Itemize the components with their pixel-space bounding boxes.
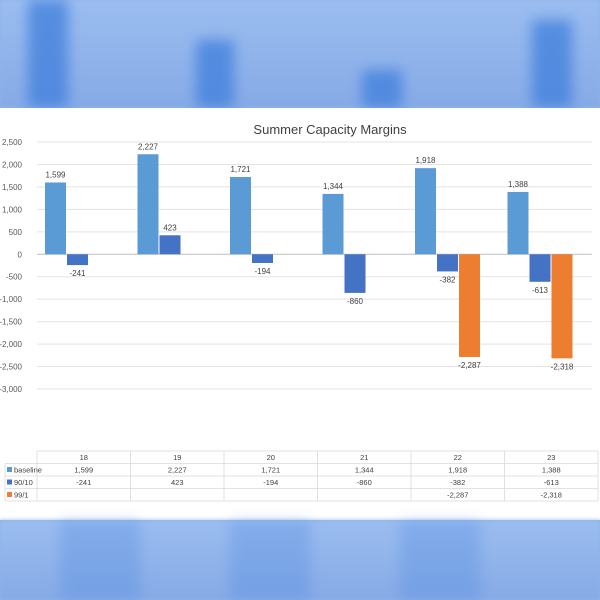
table-cell: 1,388 <box>542 466 561 475</box>
table-cell: 1,344 <box>355 466 374 475</box>
data-label: 1,918 <box>415 156 436 165</box>
bar-baseline-22 <box>415 168 436 255</box>
table-header-cell: 22 <box>454 453 462 462</box>
legend-key <box>7 467 12 472</box>
data-label: 1,344 <box>323 182 344 191</box>
table-header-cell: 18 <box>80 453 88 462</box>
table-cell: 2,227 <box>168 466 187 475</box>
blurred-background-top <box>0 0 600 108</box>
y-tick-label: 2,000 <box>2 160 23 169</box>
table-cell: -2,287 <box>447 491 468 500</box>
data-label: -613 <box>532 286 549 295</box>
series-name: 90/10 <box>14 478 33 487</box>
table-cell: -860 <box>357 478 372 487</box>
data-label: 1,599 <box>45 170 66 179</box>
bar-90-10-21 <box>344 254 366 293</box>
data-labels: 1,599 2,227 1,721 1,344 1,918 1,388 -241 423 -19… <box>45 142 573 371</box>
y-tick-label: -3,000 <box>0 385 23 394</box>
bar-baseline-19 <box>137 154 159 255</box>
data-table: 18 19 20 21 22 23 baseline 1,599 2,227 1,721 1,344… <box>4 450 599 502</box>
series-name: baseline <box>14 466 42 475</box>
data-label: -2,287 <box>458 361 481 370</box>
table-cell: -613 <box>544 478 559 487</box>
bar-99-1-23 <box>551 254 573 359</box>
bar-baseline-23 <box>507 191 529 255</box>
y-tick-label: 1,000 <box>2 205 23 214</box>
blurred-background-bottom <box>0 520 600 600</box>
table-cell: -194 <box>263 478 278 487</box>
y-tick-label: -2,500 <box>0 363 23 372</box>
bar-baseline-18 <box>45 182 66 255</box>
table-cell: -241 <box>76 478 91 487</box>
table-header-cell: 20 <box>267 453 275 462</box>
table-cell: 1,918 <box>448 466 467 475</box>
bar-baseline-20 <box>230 176 251 255</box>
table-cell: 1,599 <box>74 466 93 475</box>
table-cell: -382 <box>450 478 465 487</box>
table-cell: 1,721 <box>261 466 280 475</box>
data-label: 1,388 <box>508 180 529 189</box>
bar-90-10-19 <box>159 235 181 255</box>
bar-chart: Summer Capacity Margins 2,500 2,000 1,500 1… <box>0 122 599 502</box>
chart-title: Summer Capacity Margins <box>253 122 407 137</box>
y-tick-label: 0 <box>18 250 23 259</box>
bar-99-1-22 <box>459 254 480 357</box>
legend-key <box>7 492 12 497</box>
bar-90-10-22 <box>437 254 458 272</box>
chart-sheet: Summer Capacity Margins 2,500 2,000 1,500 1… <box>0 108 600 520</box>
data-label: -860 <box>347 297 364 306</box>
y-tick-label: 2,500 <box>2 138 23 147</box>
data-label: 1,721 <box>230 165 251 174</box>
data-label: -241 <box>69 269 86 278</box>
legend-key <box>7 479 12 485</box>
bar-baseline-21 <box>322 193 344 255</box>
table-header-cell: 21 <box>360 453 368 462</box>
data-label: 423 <box>163 223 177 232</box>
y-tick-label: 1,500 <box>2 183 23 192</box>
table-cell: -2,318 <box>541 491 562 500</box>
table-cell: 423 <box>171 478 184 487</box>
bar-90-10-20 <box>252 254 273 263</box>
y-axis: 2,500 2,000 1,500 1,000 500 0 -500 -1,000 -1,500… <box>0 138 23 394</box>
series-name: 99/1 <box>14 491 29 500</box>
y-tick-label: -2,000 <box>0 340 23 349</box>
data-label: 2,227 <box>138 142 159 151</box>
y-tick-label: -1,500 <box>0 318 23 327</box>
data-label: -2,318 <box>551 362 574 371</box>
bar-90-10-23 <box>529 254 551 282</box>
bar-90-10-18 <box>67 254 88 266</box>
data-label: -382 <box>439 275 456 284</box>
y-tick-label: 500 <box>9 228 23 237</box>
gridlines <box>37 141 592 390</box>
table-header-cell: 23 <box>547 453 555 462</box>
bars <box>45 154 573 359</box>
table-header-cell: 19 <box>173 453 181 462</box>
y-tick-label: -1,000 <box>0 295 23 304</box>
data-label: -194 <box>254 267 271 276</box>
y-tick-label: -500 <box>6 273 23 282</box>
